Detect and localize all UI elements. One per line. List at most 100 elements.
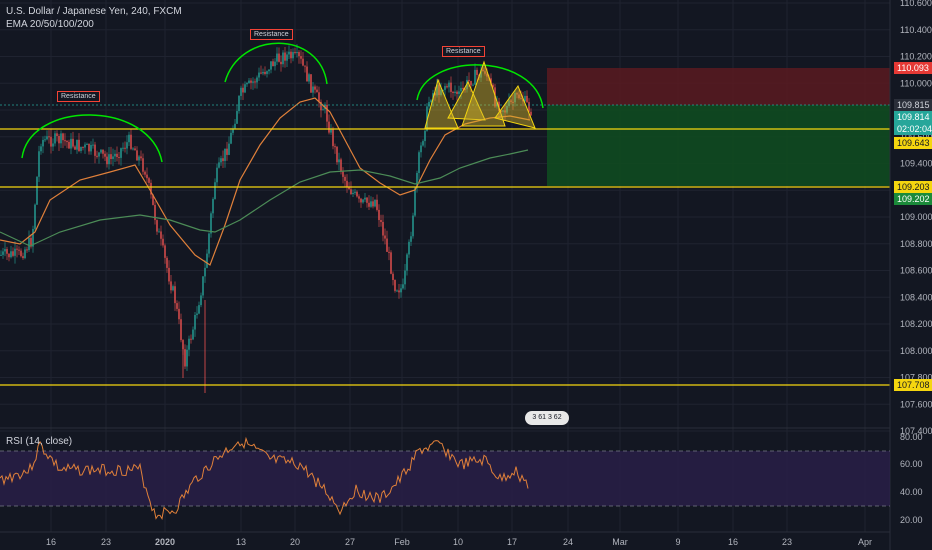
candle-body: [102, 149, 104, 154]
candle-body: [214, 182, 216, 199]
candle-body: [526, 95, 528, 103]
candle-body: [116, 153, 118, 158]
price-tag: 109.202: [894, 193, 932, 205]
candle-body: [436, 84, 438, 96]
candle-body: [448, 82, 450, 88]
candle-body: [364, 197, 366, 200]
price-tick: 107.800: [900, 373, 932, 383]
candle-body: [320, 101, 322, 111]
candle-body: [380, 220, 382, 222]
candle-body: [270, 61, 272, 70]
candle-body: [82, 146, 84, 148]
candle-body: [492, 84, 494, 88]
candle-body: [476, 69, 478, 75]
candle-body: [30, 237, 32, 247]
candle-body: [480, 69, 482, 78]
price-tick: 110.200: [900, 52, 932, 62]
rsi-tick: 40.00: [900, 487, 923, 497]
candle-body: [308, 74, 310, 82]
candle-body: [42, 139, 44, 147]
rsi-line: [0, 436, 529, 520]
candle-body: [78, 139, 80, 151]
time-tick: 9: [675, 537, 680, 547]
candle-body: [146, 174, 148, 179]
candle-body: [462, 87, 464, 90]
candle-body: [196, 313, 198, 315]
candle-body: [242, 87, 244, 93]
candle-body: [300, 56, 302, 59]
candle-body: [356, 191, 358, 197]
candle-body: [460, 87, 462, 92]
candle-body: [272, 61, 274, 67]
candle-body: [280, 61, 282, 65]
rsi-tick: 80.00: [900, 432, 923, 442]
candle-body: [140, 156, 142, 159]
candle-body: [326, 104, 328, 122]
candle-body: [482, 69, 484, 72]
price-tick: 107.600: [900, 399, 932, 409]
price-tick: 110.400: [900, 25, 932, 35]
candle-body: [126, 142, 128, 149]
candle-body: [278, 53, 280, 62]
resistance-arc-3: [416, 64, 544, 109]
resistance-label-1[interactable]: Resistance: [57, 91, 100, 102]
candle-body: [228, 143, 230, 155]
rsi-tick: 60.00: [900, 459, 923, 469]
candle-body: [244, 84, 246, 93]
candle-body: [378, 209, 380, 221]
candle-body: [110, 154, 112, 159]
price-tick: 108.800: [900, 239, 932, 249]
candle-body: [54, 133, 56, 144]
candle-body: [56, 133, 58, 137]
candle-body: [80, 146, 82, 151]
resistance-label-3[interactable]: Resistance: [442, 46, 485, 57]
candle-body: [170, 281, 172, 291]
price-tick: 109.600: [900, 132, 932, 142]
candle-body: [398, 290, 400, 293]
price-tag: 110.093: [894, 62, 932, 74]
candle-body: [292, 51, 294, 59]
time-tick: 13: [236, 537, 246, 547]
candle-body: [338, 159, 340, 163]
candle-body: [120, 148, 122, 158]
replay-badge[interactable]: 3 61 3 62: [525, 411, 569, 425]
time-tick: 20: [290, 537, 300, 547]
candle-body: [328, 121, 330, 133]
price-tick: 108.200: [900, 319, 932, 329]
resistance-label-2[interactable]: Resistance: [250, 29, 293, 40]
candle-body: [6, 249, 8, 254]
candle-body: [264, 71, 266, 74]
candle-body: [26, 249, 28, 251]
candle-body: [490, 78, 492, 85]
price-tag: 109.814: [894, 111, 932, 123]
candle-body: [520, 98, 522, 100]
candle-body: [202, 276, 204, 296]
time-tick: 24: [563, 537, 573, 547]
candle-body: [198, 305, 200, 314]
candle-body: [440, 90, 442, 96]
candle-body: [334, 146, 336, 148]
candle-body: [158, 231, 160, 233]
candle-body: [348, 186, 350, 190]
candle-body: [32, 228, 34, 247]
candle-body: [286, 54, 288, 61]
candle-body: [374, 199, 376, 207]
rsi-label[interactable]: RSI (14, close): [6, 436, 73, 447]
candle-body: [34, 204, 36, 229]
candle-body: [154, 204, 156, 221]
candle-body: [472, 84, 474, 86]
indicator-label[interactable]: EMA 20/50/100/200: [6, 19, 94, 30]
price-tick: 108.000: [900, 346, 932, 356]
candle-body: [256, 77, 258, 83]
symbol-title[interactable]: U.S. Dollar / Japanese Yen, 240, FXCM: [6, 6, 182, 17]
time-tick: 16: [46, 537, 56, 547]
candle-body: [388, 251, 390, 253]
candle-body: [446, 86, 448, 88]
candle-body: [260, 72, 262, 74]
candle-body: [38, 151, 40, 177]
candle-body: [226, 148, 228, 155]
price-tick: 109.000: [900, 212, 932, 222]
candle-body: [96, 155, 98, 157]
candle-body: [340, 159, 342, 172]
